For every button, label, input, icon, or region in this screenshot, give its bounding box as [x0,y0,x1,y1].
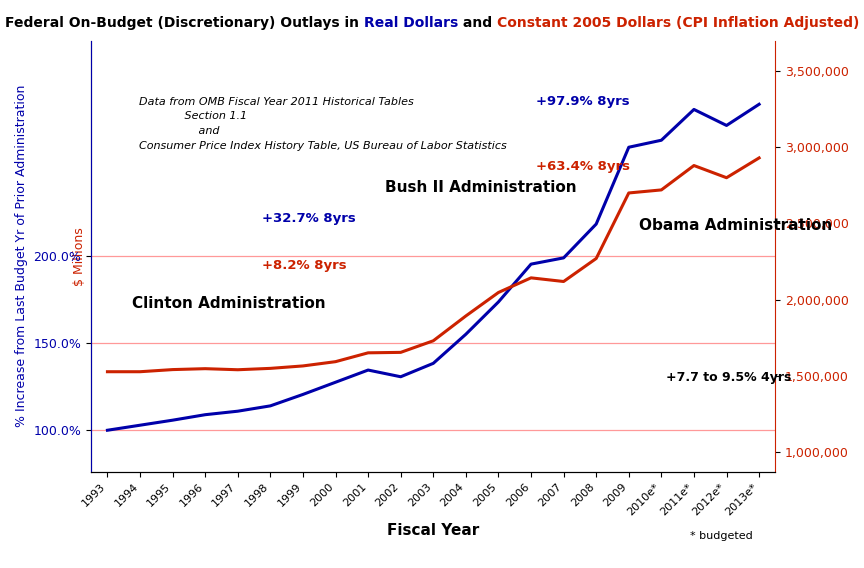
Text: +32.7% 8yrs: +32.7% 8yrs [262,212,356,225]
Text: +63.4% 8yrs: +63.4% 8yrs [536,160,630,173]
Y-axis label: $ Millions: $ Millions [73,227,86,286]
Y-axis label: % Increase from Last Budget Yr of Prior Administration: % Increase from Last Budget Yr of Prior … [15,85,28,427]
Text: Obama Administration: Obama Administration [638,218,832,233]
Text: and: and [458,16,497,31]
Text: Bush II Administration: Bush II Administration [385,179,577,194]
Text: Federal On-Budget (Discretionary) Outlays in: Federal On-Budget (Discretionary) Outlay… [4,16,364,31]
Text: +97.9% 8yrs: +97.9% 8yrs [536,95,630,108]
Text: +8.2% 8yrs: +8.2% 8yrs [262,259,346,272]
Text: * budgeted: * budgeted [689,531,753,541]
X-axis label: Fiscal Year: Fiscal Year [387,523,480,538]
Text: Constant 2005 Dollars (CPI Inflation Adjusted): Constant 2005 Dollars (CPI Inflation Adj… [497,16,860,31]
Text: +7.7 to 9.5% 4yrs: +7.7 to 9.5% 4yrs [666,371,791,385]
Text: Data from OMB Fiscal Year 2011 Historical Tables
             Section 1.1
      : Data from OMB Fiscal Year 2011 Historica… [139,97,507,151]
Text: Clinton Administration: Clinton Administration [132,296,326,311]
Text: Real Dollars: Real Dollars [364,16,458,31]
